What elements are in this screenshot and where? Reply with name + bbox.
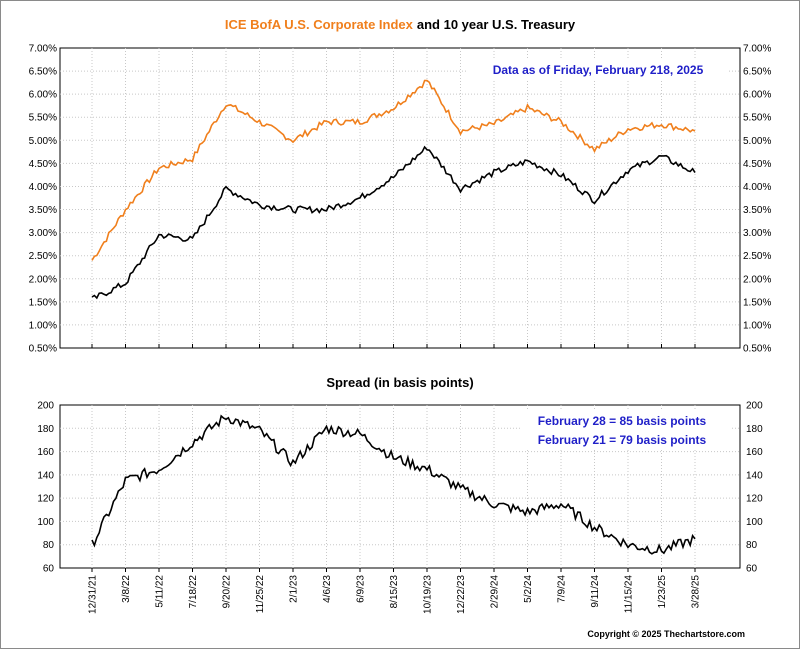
x-tick-label: 12/22/23: [456, 575, 467, 614]
top-y-tick-label-right: 0.50%: [743, 344, 771, 355]
spread-y-tick-label: 160: [37, 447, 54, 458]
x-tick-label: 7/9/24: [557, 575, 568, 603]
top-y-tick-label: 2.00%: [29, 274, 57, 285]
x-tick-label: 1/23/25: [657, 575, 668, 609]
top-y-tick-label-right: 5.00%: [743, 136, 771, 147]
top-y-tick-label-right: 2.00%: [743, 274, 771, 285]
spread-y-tick-label-right: 120: [746, 494, 763, 505]
x-tick-label: 4/6/23: [322, 575, 333, 603]
top-y-tick-label: 5.50%: [29, 113, 57, 124]
top-y-tick-label-right: 5.50%: [743, 113, 771, 124]
spread-notes-box: February 28 = 85 basis points February 2…: [520, 411, 730, 449]
chart-title: ICE BofA U.S. Corporate Index and 10 year…: [225, 17, 576, 32]
x-tick-label: 11/25/22: [255, 575, 266, 614]
top-y-tick-label-right: 2.50%: [743, 251, 771, 262]
top-y-ticks-left: 0.50% 1.00% 1.50% 2.00% 2.50% 3.00% 3.50% 4.00%…: [29, 44, 57, 355]
top-y-tick-label: 6.50%: [29, 67, 57, 78]
x-tick-label: 5/11/22: [155, 575, 166, 608]
top-y-tick-label-right: 7.00%: [743, 44, 771, 55]
top-y-tick-label: 7.00%: [29, 44, 57, 55]
top-y-tick-label-right: 1.00%: [743, 320, 771, 331]
x-tick-label: 2/29/24: [490, 575, 501, 609]
spread-y-tick-label-right: 60: [746, 564, 758, 575]
spread-y-tick-label-right: 80: [746, 540, 758, 551]
top-y-tick-label-right: 4.50%: [743, 159, 771, 170]
top-y-tick-label: 1.00%: [29, 320, 57, 331]
x-tick-label: 5/2/24: [523, 575, 534, 603]
top-y-tick-label-right: 4.00%: [743, 182, 771, 193]
data-as-of-box: Data as of Friday, February 218, 2025: [467, 59, 729, 80]
spread-y-tick-label: 180: [37, 424, 54, 435]
top-plot-area: [59, 47, 741, 349]
spread-title: Spread (in basis points): [326, 375, 473, 390]
spread-y-tick-label: 140: [37, 470, 54, 481]
top-y-tick-label-right: 3.00%: [743, 228, 771, 239]
top-y-tick-label: 2.50%: [29, 251, 57, 262]
x-tick-label: 2/1/23: [289, 575, 300, 603]
copyright: Copyright © 2025 Thechartstore.com: [587, 629, 745, 639]
top-y-tick-label: 0.50%: [29, 344, 57, 355]
top-y-tick-label: 6.00%: [29, 90, 57, 101]
spread-y-tick-label-right: 180: [746, 424, 763, 435]
spread-y-tick-label-right: 200: [746, 401, 763, 412]
top-y-tick-label: 4.00%: [29, 182, 57, 193]
top-y-tick-label: 3.50%: [29, 205, 57, 216]
x-tick-label: 10/19/23: [423, 575, 434, 614]
title-corporate: ICE BofA U.S. Corporate Index: [225, 17, 414, 32]
top-y-tick-label-right: 6.00%: [743, 90, 771, 101]
x-tick-label: 6/9/23: [356, 575, 367, 603]
spread-y-ticks-left: 60 80 100 120 140 160 180 200: [37, 401, 54, 575]
treasury-line: [91, 145, 696, 300]
top-x-ticks: [91, 344, 696, 348]
top-y-tick-label: 3.00%: [29, 228, 57, 239]
spread-note-1: February 28 = 85 basis points: [538, 414, 707, 428]
top-y-tick-label: 1.50%: [29, 297, 57, 308]
x-tick-label: 11/15/24: [624, 575, 635, 614]
x-tick-label: 12/31/21: [88, 575, 99, 614]
top-y-tick-label-right: 6.50%: [743, 67, 771, 78]
top-y-tick-label: 4.50%: [29, 159, 57, 170]
spread-y-ticks-right: 60 80 100 120 140 160 180 200: [746, 401, 763, 575]
top-y-tick-label-right: 3.50%: [743, 205, 771, 216]
x-axis-labels: 12/31/21 3/8/22 5/11/22 7/18/22 9/20/22 11/25…: [88, 575, 702, 614]
spread-y-tick-label: 200: [37, 401, 54, 412]
x-tick-label: 9/20/22: [222, 575, 233, 609]
x-tick-label: 7/18/22: [188, 575, 199, 609]
title-treasury: and 10 year U.S. Treasury: [417, 17, 576, 32]
spread-y-tick-label: 60: [43, 564, 55, 575]
spread-y-tick-label-right: 100: [746, 517, 763, 528]
spread-line: [91, 414, 696, 555]
x-tick-label: 3/28/25: [691, 575, 702, 609]
spread-y-tick-label: 120: [37, 494, 54, 505]
x-tick-label: 8/15/23: [389, 575, 400, 609]
spread-y-tick-label: 100: [37, 517, 54, 528]
x-tick-label: 9/11/24: [590, 575, 601, 608]
spread-y-tick-label-right: 140: [746, 470, 763, 481]
corporate-index-line: [91, 79, 696, 261]
x-tick-label: 3/8/22: [121, 575, 132, 603]
top-y-ticks-right: 0.50% 1.00% 1.50% 2.00% 2.50% 3.00% 3.50% 4.00%…: [743, 44, 771, 355]
spread-y-tick-label-right: 160: [746, 447, 763, 458]
spread-x-ticks: [91, 568, 696, 572]
top-y-tick-label-right: 1.50%: [743, 297, 771, 308]
spread-y-tick-label: 80: [43, 540, 55, 551]
spread-note-2: February 21 = 79 basis points: [538, 433, 707, 447]
top-y-tick-label: 5.00%: [29, 136, 57, 147]
data-as-of-text: Data as of Friday, February 218, 2025: [493, 63, 704, 77]
